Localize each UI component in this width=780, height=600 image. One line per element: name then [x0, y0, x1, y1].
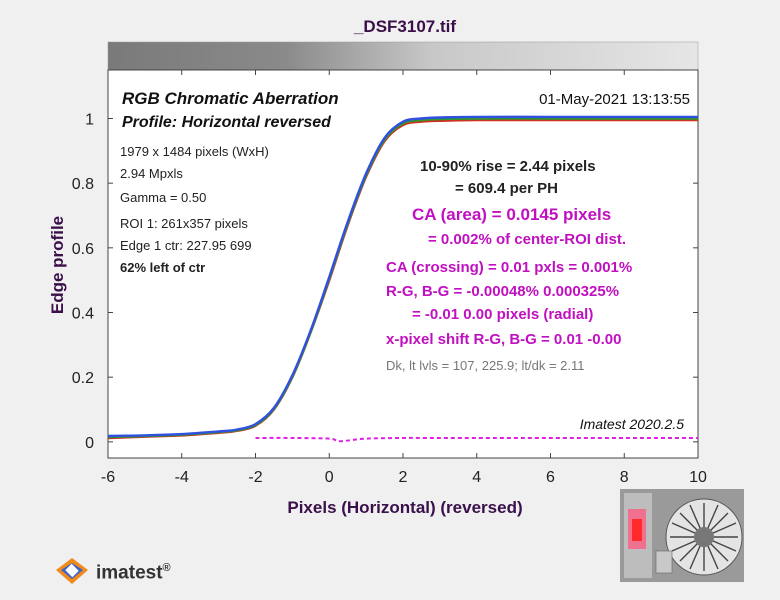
rise-line-2: = 609.4 per PH	[455, 180, 558, 197]
ca-crossing: CA (crossing) = 0.01 pxls = 0.001%	[386, 259, 632, 276]
chart-thumbnail	[620, 489, 744, 582]
info-line-3: Gamma = 0.50	[120, 190, 206, 205]
ca-area-pct: = 0.002% of center-ROI dist.	[428, 231, 626, 248]
y-tick-label: 0.2	[72, 370, 94, 387]
info-line-1: 1979 x 1484 pixels (WxH)	[120, 144, 269, 159]
x-tick-label: 2	[399, 469, 408, 486]
y-axis-label: Edge profile	[48, 216, 67, 314]
x-axis-label: Pixels (Horizontal) (reversed)	[287, 498, 522, 517]
imatest-logo: imatest®	[52, 556, 202, 590]
x-tick-label: -4	[175, 469, 189, 486]
y-tick-label: 1	[85, 112, 94, 129]
gray-strip	[107, 41, 699, 71]
y-tick-label: 0.8	[72, 176, 94, 193]
chart-subtitle: Profile: Horizontal reversed	[122, 114, 332, 131]
x-tick-label: 4	[472, 469, 481, 486]
logo-text: imatest®	[96, 562, 171, 584]
y-tick-label: 0.4	[72, 306, 94, 323]
left-of-ctr: 62% left of ctr	[120, 260, 205, 275]
rg-bg: R-G, B-G = -0.00048% 0.000325%	[386, 283, 619, 300]
rise-line-1: 10-90% rise = 2.44 pixels	[420, 158, 596, 175]
plot-area	[107, 69, 699, 459]
x-tick-label: 0	[325, 469, 334, 486]
ca-area: CA (area) = 0.0145 pixels	[412, 205, 611, 224]
axes: -6 -4 -2 0 2 4 6 8 10 0 0.2 0.4 0.6 0.8 1	[72, 70, 707, 486]
x-tick-label: 10	[689, 469, 707, 486]
logo-mark-icon	[56, 558, 88, 584]
y-tick-label: 0	[85, 435, 94, 452]
series-layer	[107, 115, 698, 443]
info-line-2: 2.94 Mpxls	[120, 166, 183, 181]
radial: = -0.01 0.00 pixels (radial)	[412, 306, 593, 323]
series-line-3	[255, 436, 698, 443]
chart-title: RGB Chromatic Aberration	[122, 89, 339, 108]
series-line-2	[107, 115, 698, 438]
x-pixel-shift: x-pixel shift R-G, B-G = 0.01 -0.00	[386, 331, 622, 348]
x-tick-label: 8	[620, 469, 629, 486]
window-title: _DSF3107.tif	[353, 17, 456, 36]
date-stamp: 01-May-2021 13:13:55	[539, 91, 690, 108]
levels: Dk, lt lvls = 107, 225.9; lt/dk = 2.11	[386, 358, 584, 373]
x-tick-label: -2	[248, 469, 262, 486]
info-line-5: Edge 1 ctr: 227.95 699	[120, 238, 252, 253]
version: Imatest 2020.2.5	[580, 416, 685, 432]
x-tick-label: 6	[546, 469, 555, 486]
x-tick-label: -6	[101, 469, 115, 486]
info-line-4: ROI 1: 261x357 pixels	[120, 216, 248, 231]
y-tick-label: 0.6	[72, 241, 94, 258]
